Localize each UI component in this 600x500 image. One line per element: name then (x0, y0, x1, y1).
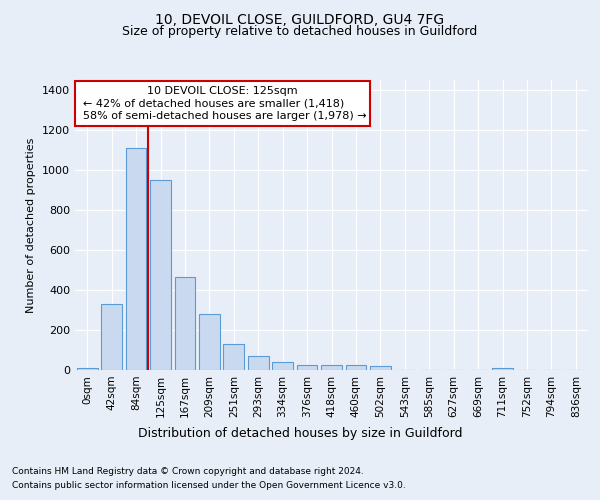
FancyBboxPatch shape (75, 82, 370, 126)
Text: ← 42% of detached houses are smaller (1,418): ← 42% of detached houses are smaller (1,… (83, 98, 344, 108)
Bar (223, 344, 244, 370)
Bar (272, 362, 293, 370)
Bar (101, 304, 122, 370)
Text: 10, DEVOIL CLOSE, GUILDFORD, GU4 7FG: 10, DEVOIL CLOSE, GUILDFORD, GU4 7FG (155, 12, 445, 26)
Text: Size of property relative to detached houses in Guildford: Size of property relative to detached ho… (122, 25, 478, 38)
Bar (370, 366, 391, 370)
Text: Contains HM Land Registry data © Crown copyright and database right 2024.: Contains HM Land Registry data © Crown c… (12, 468, 364, 476)
Y-axis label: Number of detached properties: Number of detached properties (26, 138, 37, 312)
Bar (125, 148, 146, 370)
Bar (321, 365, 342, 370)
Bar (199, 314, 220, 370)
Text: Contains public sector information licensed under the Open Government Licence v3: Contains public sector information licen… (12, 481, 406, 490)
Bar (492, 368, 513, 370)
Bar (150, 180, 171, 370)
Bar (296, 365, 317, 370)
Text: 58% of semi-detached houses are larger (1,978) →: 58% of semi-detached houses are larger (… (83, 112, 367, 122)
Bar (77, 368, 98, 370)
Text: 10 DEVOIL CLOSE: 125sqm: 10 DEVOIL CLOSE: 125sqm (147, 86, 298, 96)
Text: Distribution of detached houses by size in Guildford: Distribution of detached houses by size … (138, 428, 462, 440)
Bar (346, 365, 367, 370)
Bar (175, 277, 196, 370)
Bar (248, 356, 269, 370)
